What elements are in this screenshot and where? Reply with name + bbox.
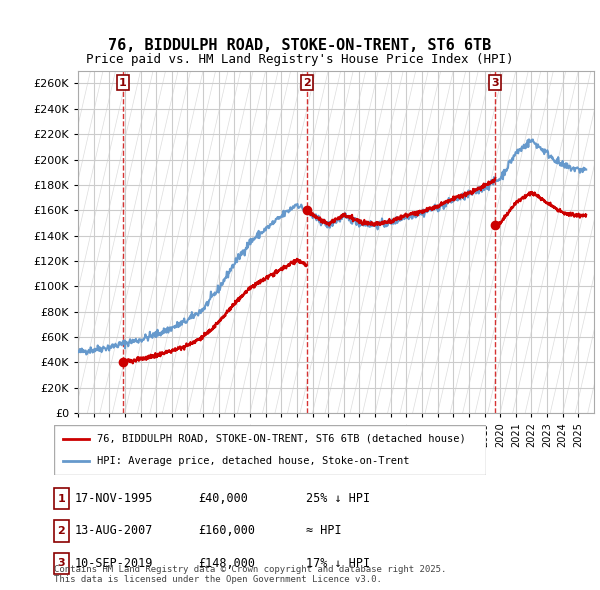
Text: 13-AUG-2007: 13-AUG-2007	[75, 525, 154, 537]
Text: Price paid vs. HM Land Registry's House Price Index (HPI): Price paid vs. HM Land Registry's House …	[86, 53, 514, 66]
Text: 17% ↓ HPI: 17% ↓ HPI	[306, 557, 370, 570]
Text: 3: 3	[491, 78, 499, 88]
Text: 2: 2	[303, 78, 310, 88]
Text: 25% ↓ HPI: 25% ↓ HPI	[306, 492, 370, 505]
Text: 17-NOV-1995: 17-NOV-1995	[75, 492, 154, 505]
Text: 76, BIDDULPH ROAD, STOKE-ON-TRENT, ST6 6TB (detached house): 76, BIDDULPH ROAD, STOKE-ON-TRENT, ST6 6…	[97, 434, 466, 444]
Text: £40,000: £40,000	[198, 492, 248, 505]
Text: Contains HM Land Registry data © Crown copyright and database right 2025.
This d: Contains HM Land Registry data © Crown c…	[54, 565, 446, 584]
Text: ≈ HPI: ≈ HPI	[306, 525, 341, 537]
Text: 1: 1	[58, 494, 65, 503]
Text: £148,000: £148,000	[198, 557, 255, 570]
FancyBboxPatch shape	[54, 425, 486, 475]
Text: HPI: Average price, detached house, Stoke-on-Trent: HPI: Average price, detached house, Stok…	[97, 456, 410, 466]
Text: £160,000: £160,000	[198, 525, 255, 537]
Text: 10-SEP-2019: 10-SEP-2019	[75, 557, 154, 570]
Text: 2: 2	[58, 526, 65, 536]
Text: 76, BIDDULPH ROAD, STOKE-ON-TRENT, ST6 6TB: 76, BIDDULPH ROAD, STOKE-ON-TRENT, ST6 6…	[109, 38, 491, 53]
Text: 3: 3	[58, 559, 65, 568]
Text: 1: 1	[119, 78, 127, 88]
